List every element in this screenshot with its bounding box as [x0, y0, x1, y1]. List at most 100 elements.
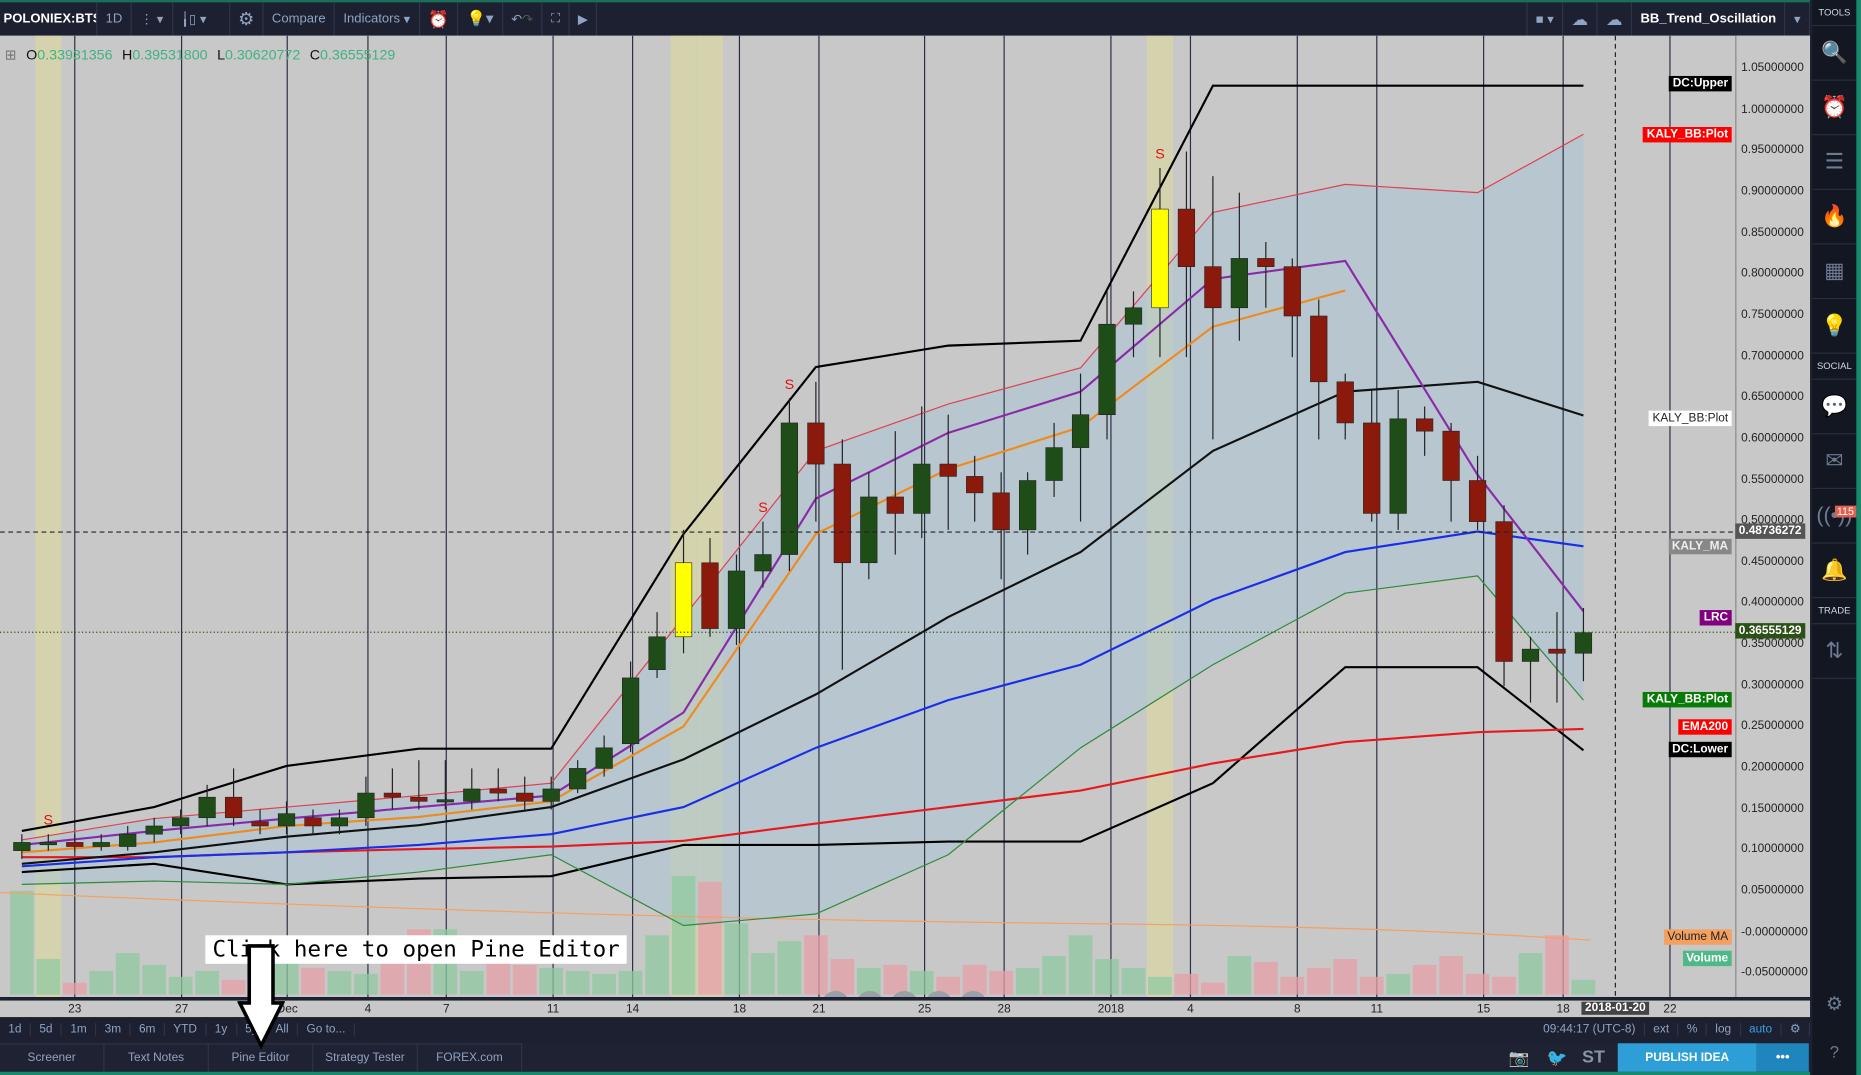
price-chart[interactable]: S S S S — [0, 35, 1736, 997]
hotlists-flame-icon[interactable]: 🔥 — [1812, 190, 1857, 245]
private-messages-icon[interactable]: ✉ — [1812, 434, 1857, 490]
interval-button[interactable]: 1D — [97, 2, 132, 36]
time-tick: 25 — [917, 1002, 932, 1016]
legend-expand-icon[interactable]: ⊞ — [4, 46, 17, 63]
publish-idea-button[interactable]: PUBLISH IDEA — [1617, 1043, 1757, 1072]
range-button-goto[interactable]: Go to... — [298, 1022, 355, 1036]
data-window-list-icon[interactable]: ☰ — [1812, 135, 1857, 190]
volume-bar — [1042, 956, 1066, 995]
chart-style-candles-icon[interactable]: ╽▯ ▾ — [173, 2, 230, 36]
price-axis[interactable]: 1.05000000 1.00000000 0.95000000 0.90000000… — [1735, 35, 1811, 997]
redo-icon[interactable]: ↷ — [522, 12, 534, 27]
snapshot-camera-icon[interactable]: 📷 — [1508, 1048, 1530, 1068]
notifications-bell-icon[interactable]: 🔔 — [1812, 544, 1857, 599]
candle-body — [780, 422, 799, 555]
auto-toggle[interactable]: auto — [1741, 1022, 1782, 1036]
alerts-clock-icon[interactable]: ⏰ — [1812, 81, 1857, 136]
more-options-button[interactable]: ••• — [1756, 1043, 1809, 1072]
twitter-icon[interactable]: 🐦 — [1546, 1048, 1568, 1068]
undo-icon[interactable]: ↶ ↷ — [503, 2, 543, 36]
range-button-5d[interactable]: 5d — [31, 1022, 63, 1036]
cloud-download-icon[interactable]: ☁ — [1563, 2, 1598, 36]
layout-name[interactable]: BB_Trend_Oscillation — [1632, 2, 1786, 36]
chats-icon[interactable]: 💬 — [1812, 380, 1857, 435]
watchlist-search-icon[interactable]: 🔍 — [1812, 26, 1857, 81]
ohlc-legend: ⊞ O0.33931356 H0.39531800 L0.30620772 C0… — [5, 46, 396, 63]
volume-bar — [9, 890, 34, 995]
fullscreen-icon[interactable]: ⛶ — [543, 2, 570, 36]
tab-forex-com[interactable]: FOREX.com — [417, 1043, 523, 1072]
volume-bar — [1174, 973, 1199, 995]
scroll-left-button[interactable]: ‹ — [821, 991, 850, 997]
range-button-all[interactable]: All — [267, 1022, 299, 1036]
layout-square-icon[interactable]: ■ ▾ — [1526, 2, 1564, 36]
open-value: 0.33931356 — [37, 46, 113, 63]
high-value: 0.39531800 — [132, 46, 208, 63]
percent-toggle[interactable]: % — [1679, 1022, 1708, 1036]
layout-menu-chevron-icon[interactable]: ▾ — [1786, 2, 1811, 36]
sell-signal-marker: S — [758, 500, 768, 516]
low-label: L — [217, 46, 226, 63]
candle-body — [172, 817, 190, 827]
ideas-lightbulb-icon[interactable]: 💡▾ — [458, 2, 503, 36]
cloud-upload-icon[interactable]: ☁ — [1598, 2, 1633, 36]
volume-bar — [698, 881, 722, 995]
interval-menu-icon[interactable]: ⋮ ▾ — [132, 2, 173, 36]
candle-body — [277, 813, 296, 827]
high-label: H — [122, 46, 133, 63]
chart-pane[interactable]: S S S S ⊞ O0.33931356 H0.39531800 L0.306207… — [0, 35, 1811, 997]
tab-strategy-tester[interactable]: Strategy Tester — [313, 1043, 418, 1072]
pine-editor-annotation: Click here to open Pine Editor — [205, 935, 627, 964]
alert-clock-icon[interactable]: ⏰ — [420, 2, 459, 36]
range-button-1d[interactable]: 1d — [0, 1022, 32, 1036]
symbol-search[interactable]: POLONIEX:BTSUSD — [0, 2, 98, 36]
settings-gear-icon[interactable]: ⚙ — [1825, 994, 1843, 1015]
volume-bar — [89, 970, 114, 995]
time-tick: 21 — [812, 1002, 826, 1016]
trade-header: TRADE — [1812, 598, 1857, 625]
zoom-out-button[interactable]: − — [855, 991, 885, 997]
price-tick: 0.35000000 — [1741, 637, 1804, 651]
price-tick: 0.20000000 — [1741, 760, 1804, 774]
indicators-button[interactable]: Indicators ▾ — [335, 2, 420, 36]
volume-bar — [883, 964, 908, 995]
indicator-line-kaly-bb-lower — [21, 575, 1584, 927]
range-button-3m[interactable]: 3m — [96, 1022, 131, 1036]
indicators-label: Indicators — [343, 11, 401, 27]
volume-bar — [327, 970, 352, 995]
reset-chart-button[interactable]: ⟳ — [890, 991, 919, 997]
volume-bar — [539, 967, 564, 995]
streams-broadcast-icon[interactable]: ((•))115 — [1812, 489, 1857, 544]
stocktwits-icon[interactable]: ST — [1582, 1046, 1605, 1068]
log-toggle[interactable]: log — [1707, 1022, 1741, 1036]
pine-editor-arrow-icon — [237, 944, 285, 1050]
settings-gear-icon[interactable]: ⚙ — [230, 2, 264, 36]
volume-bar — [804, 935, 828, 995]
calendar-icon[interactable]: ▦ — [1812, 245, 1857, 300]
compare-button[interactable]: Compare — [264, 2, 336, 36]
candle-body — [621, 677, 640, 745]
tab-text-notes[interactable]: Text Notes — [104, 1043, 209, 1072]
time-tick: 27 — [174, 1002, 189, 1016]
ext-toggle[interactable]: ext — [1645, 1022, 1679, 1036]
zoom-in-button[interactable]: + — [924, 991, 954, 997]
range-button-ytd[interactable]: YTD — [165, 1022, 207, 1036]
candle-body — [1336, 381, 1354, 424]
tab-screener[interactable]: Screener — [0, 1043, 105, 1072]
time-tick: 2018 — [1097, 1002, 1125, 1016]
trading-panel-icon[interactable]: ⇅ — [1812, 624, 1857, 679]
range-button-1y[interactable]: 1y — [206, 1022, 237, 1036]
scroll-right-button[interactable]: › — [959, 991, 988, 997]
time-tick: 18 — [732, 1002, 747, 1016]
volume-bar — [1386, 973, 1411, 995]
time-tick: 4 — [364, 1002, 372, 1016]
range-button-1m[interactable]: 1m — [62, 1022, 97, 1036]
range-button-6m[interactable]: 6m — [131, 1022, 165, 1036]
replay-play-icon[interactable]: ▶ — [570, 2, 598, 36]
ideas-lightbulb-icon[interactable]: 💡 — [1812, 299, 1857, 354]
volume-bar — [221, 979, 246, 995]
volume-bar — [301, 967, 325, 995]
help-icon[interactable]: ? — [1829, 1042, 1839, 1062]
scale-settings-gear-icon[interactable]: ⚙ — [1782, 1022, 1811, 1036]
price-tick: 0.60000000 — [1741, 431, 1804, 445]
